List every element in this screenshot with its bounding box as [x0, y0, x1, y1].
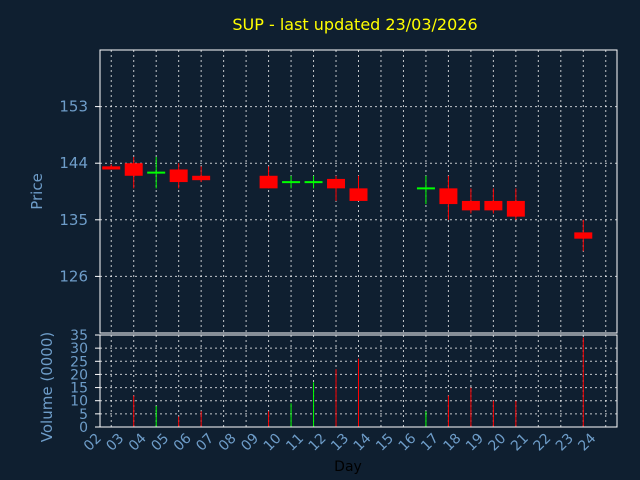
candle-04: [147, 156, 166, 189]
x-tick-label: 08: [216, 431, 240, 455]
candle-11: [304, 175, 323, 189]
x-axis-label: Day: [334, 459, 362, 475]
volume-tick-label: 30: [70, 341, 88, 357]
x-tick-label: 24: [575, 430, 599, 454]
candle-body: [169, 169, 188, 183]
candle-body: [124, 163, 143, 176]
candle-23: [574, 219, 593, 252]
volume-tick-label: 15: [70, 381, 88, 397]
price-tick-label: 144: [59, 154, 88, 172]
volume-bars: [133, 337, 584, 427]
candle-18: [461, 188, 480, 214]
price-candles: [102, 156, 593, 252]
candle-02: [102, 164, 121, 170]
candle-body: [102, 166, 121, 170]
x-tick-label: 16: [396, 430, 420, 454]
price-tick-label: 135: [59, 211, 88, 229]
x-tick-label: 12: [306, 431, 330, 455]
volume-plot-frame: [99, 334, 618, 428]
candle-06: [192, 166, 211, 183]
x-tick-label: 22: [530, 431, 554, 455]
chart-title: SUP - last updated 23/03/2026: [232, 15, 477, 34]
volume-tick-label: 10: [70, 394, 88, 410]
candle-05: [169, 163, 188, 189]
candle-20: [506, 188, 525, 220]
volume-tick-label: 25: [70, 354, 88, 370]
candle-body: [259, 175, 278, 189]
x-tick-label: 15: [373, 431, 397, 455]
price-plot-frame: [99, 49, 618, 334]
volume-tick-label: 0: [79, 420, 88, 436]
x-tick-label: 04: [126, 430, 150, 454]
x-tick-label: 13: [328, 431, 352, 455]
candle-17: [439, 175, 458, 220]
candle-body: [439, 188, 458, 205]
candle-03: [124, 156, 143, 189]
x-tick-label: 06: [171, 430, 195, 454]
candle-12: [327, 175, 346, 201]
volume-tick-label: 5: [79, 407, 88, 423]
x-tick-label: 19: [463, 431, 487, 455]
x-axis-ticks: 0203040506070809101112131415161718192021…: [81, 430, 599, 454]
x-tick-label: 17: [418, 431, 442, 455]
x-tick-label: 18: [441, 431, 465, 455]
x-tick-label: 21: [508, 431, 532, 455]
candle-body: [192, 175, 211, 181]
x-tick-label: 09: [238, 431, 262, 455]
volume-tick-label: 20: [70, 367, 88, 383]
candle-body: [327, 178, 346, 189]
x-tick-label: 05: [148, 431, 172, 455]
price-panel: 126 135 144 153 Price: [28, 49, 618, 334]
price-tick-label: 153: [59, 98, 88, 116]
volume-tick-label: 35: [70, 328, 88, 344]
candle-10: [282, 175, 301, 189]
candle-13: [349, 175, 368, 201]
x-tick-label: 20: [486, 431, 510, 455]
x-tick-label: 11: [283, 431, 307, 455]
x-tick-label: 10: [261, 431, 285, 455]
candle-body: [574, 232, 593, 239]
price-y-axis-label: Price: [28, 173, 46, 210]
x-tick-label: 07: [193, 431, 217, 455]
price-y-ticks: 126 135 144 153: [59, 98, 100, 285]
price-tick-label: 126: [59, 267, 88, 285]
candle-16: [416, 175, 435, 205]
candle-19: [484, 188, 503, 214]
candle-09: [259, 166, 278, 189]
x-tick-label: 23: [553, 431, 577, 455]
candle-body: [461, 200, 480, 211]
x-tick-label: 03: [103, 431, 127, 455]
candle-body: [484, 200, 503, 211]
candle-body: [349, 188, 368, 201]
volume-y-axis-label: Volume (0000): [38, 332, 56, 442]
x-tick-label: 14: [351, 430, 375, 454]
candle-body: [506, 200, 525, 217]
